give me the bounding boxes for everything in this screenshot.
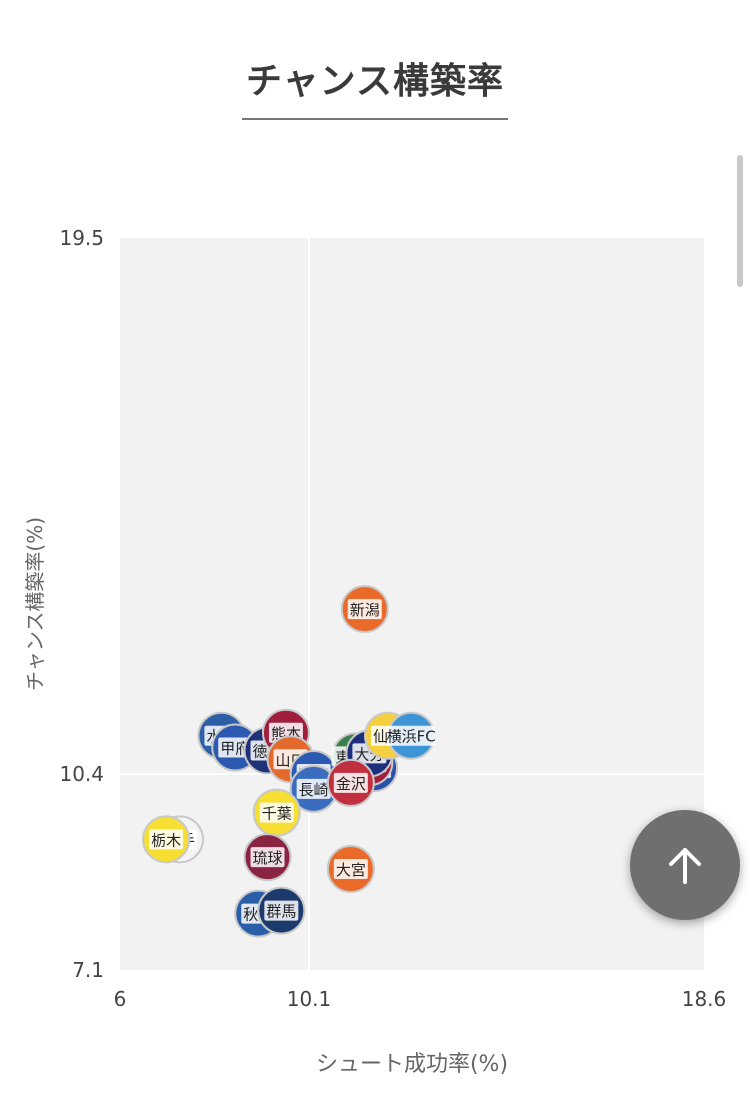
data-points: 岩手栃木水戸甲府徳島熊本山口町田長崎千葉琉球秋田群馬新潟東京V清水岡山大分金沢仙…: [142, 585, 436, 938]
point-label: 横浜FC: [387, 728, 436, 746]
data-point[interactable]: 栃木: [142, 815, 191, 864]
point-label-bg: [333, 772, 368, 793]
plot-area: [120, 238, 704, 970]
y-axis-label: チャンス構築率(%): [23, 517, 47, 691]
data-point[interactable]: 大宮: [326, 845, 375, 894]
point-label: 大宮: [336, 861, 366, 879]
data-point[interactable]: 群馬: [257, 886, 306, 935]
point-label-bg: [149, 829, 184, 850]
point-label: 新潟: [350, 601, 380, 619]
title-underline: [242, 118, 508, 120]
axis-ticks: 6 10.1 18.6 19.5 10.4 7.1: [59, 226, 726, 1011]
data-point[interactable]: 千葉: [252, 788, 301, 837]
x-tick-label: 6: [114, 987, 127, 1011]
data-point[interactable]: 琉球: [243, 833, 292, 882]
x-tick-label: 10.1: [287, 987, 332, 1011]
page-title: チャンス構築率: [246, 61, 504, 102]
reference-lines: [120, 238, 704, 970]
data-point[interactable]: 甲府: [211, 723, 260, 772]
y-tick-label: 10.4: [59, 762, 104, 786]
data-point[interactable]: 金沢: [326, 758, 375, 807]
point-label-bg: [264, 900, 299, 921]
point-label: 群馬: [266, 903, 296, 921]
data-point[interactable]: 長崎: [289, 764, 338, 813]
scrollbar[interactable]: [737, 155, 743, 287]
data-point[interactable]: 横浜FC: [387, 711, 436, 760]
x-axis-label: シュート成功率(%): [316, 1052, 508, 1077]
point-label: 栃木: [151, 831, 181, 849]
x-tick-label: 18.6: [682, 987, 727, 1011]
point-label-bg: [259, 802, 294, 823]
scroll-to-top-button[interactable]: [630, 810, 740, 920]
point-label: 甲府: [220, 739, 250, 757]
point-label-bg: [333, 859, 368, 880]
point-label: 千葉: [262, 805, 292, 823]
point-label-bg: [250, 847, 285, 868]
point-label: 金沢: [336, 775, 366, 793]
point-label: 琉球: [253, 849, 283, 867]
y-tick-label: 7.1: [72, 958, 104, 982]
point-label: 長崎: [299, 781, 329, 799]
point-label-bg: [347, 599, 382, 620]
data-point[interactable]: 新潟: [340, 585, 389, 634]
y-tick-label: 19.5: [59, 226, 104, 250]
point-label-bg: [387, 725, 436, 746]
arrow-up-icon: [669, 848, 701, 884]
point-label-bg: [296, 778, 331, 799]
